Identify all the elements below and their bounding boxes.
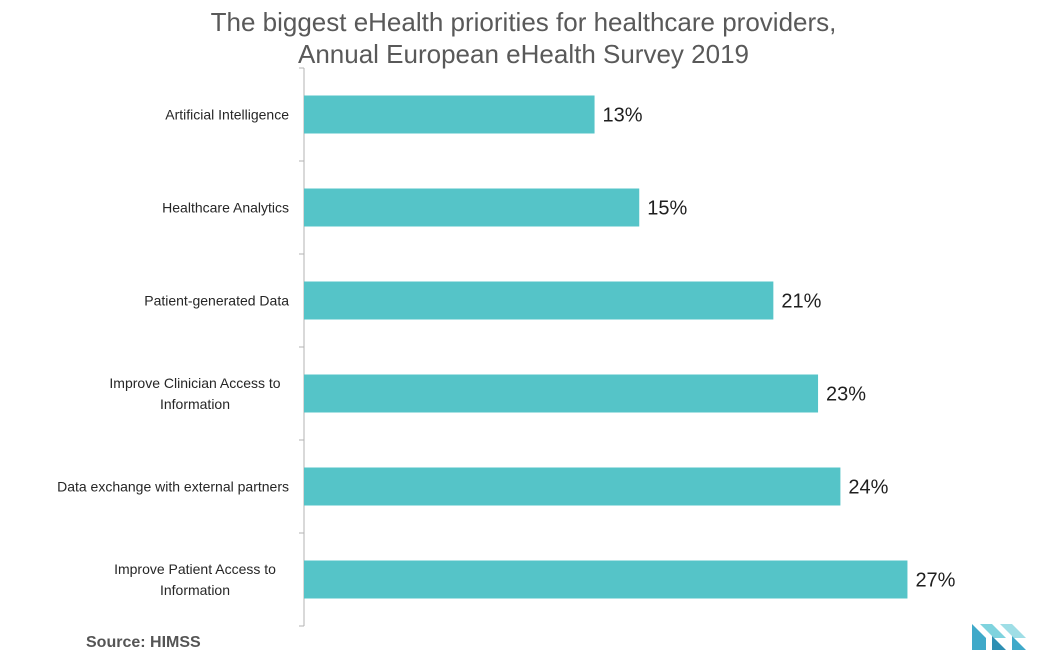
data-label: 27% — [915, 570, 955, 592]
category-label: Information — [160, 582, 230, 598]
data-label: 15% — [647, 198, 687, 220]
bar — [304, 560, 908, 599]
data-label: 24% — [848, 477, 888, 499]
category-label: Information — [160, 396, 230, 412]
category-label: Artificial Intelligence — [165, 107, 289, 123]
data-label: 13% — [603, 105, 643, 127]
bar — [304, 467, 841, 506]
data-label: 21% — [781, 291, 821, 313]
category-label: Healthcare Analytics — [162, 200, 289, 216]
chart-title-line-2: Annual European eHealth Survey 2019 — [298, 39, 749, 69]
data-label: 23% — [826, 384, 866, 406]
source-note: Source: HIMSS — [86, 634, 201, 651]
bar — [304, 374, 819, 413]
category-label: Patient-generated Data — [144, 293, 289, 309]
bar — [304, 95, 595, 134]
category-label: Data exchange with external partners — [57, 479, 289, 495]
category-label: Improve Clinician Access to — [109, 375, 280, 391]
bar — [304, 188, 640, 227]
chart-title-line-1: The biggest eHealth priorities for healt… — [210, 7, 837, 37]
bar — [304, 281, 774, 320]
mordor-intelligence-logo-icon — [972, 624, 1026, 650]
category-label: Improve Patient Access to — [114, 561, 276, 577]
chart-title: The biggest eHealth priorities for healt… — [0, 6, 1047, 70]
